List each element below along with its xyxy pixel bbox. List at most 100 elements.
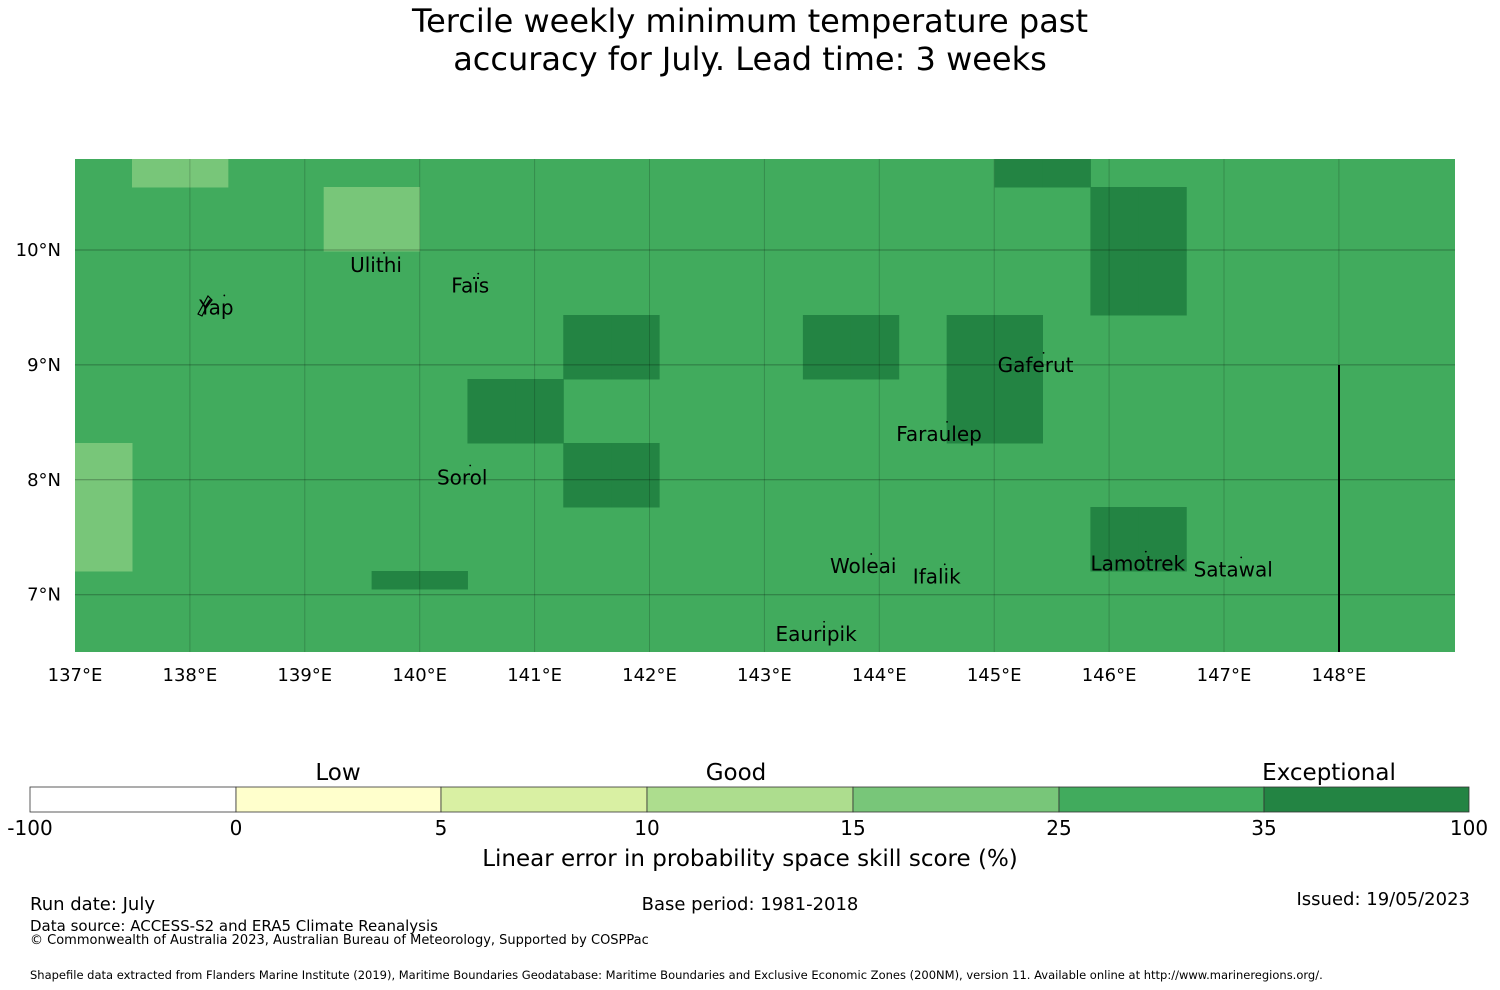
longitude-label: 137°E	[48, 665, 103, 686]
latitude-label: 7°N	[27, 585, 61, 606]
skill-cell	[1138, 187, 1187, 252]
place-label: Gaferut	[998, 353, 1074, 377]
longitude-label: 147°E	[1197, 665, 1252, 686]
longitude-label: 139°E	[277, 665, 332, 686]
run-date: Run date: July	[30, 894, 155, 915]
island-marker	[1042, 352, 1045, 354]
longitude-label: 144°E	[852, 665, 907, 686]
colorbar-segment	[1263, 786, 1470, 813]
island-marker	[870, 553, 873, 555]
map-background	[75, 159, 1455, 652]
copyright-notice: © Commonwealth of Australia 2023, Austra…	[30, 933, 649, 948]
colorbar-tick: 10	[634, 816, 660, 840]
skill-cell	[1138, 251, 1187, 316]
skill-cell	[611, 315, 660, 380]
graticule	[75, 159, 1455, 652]
longitude-label: 140°E	[392, 665, 447, 686]
skill-cell	[850, 315, 900, 380]
colorbar-axis-label: Linear error in probability space skill …	[482, 846, 1018, 872]
latitude-label: 9°N	[27, 355, 61, 376]
skill-cell	[419, 571, 468, 590]
longitude-label: 146°E	[1082, 665, 1137, 686]
colorbar-segment	[29, 786, 237, 813]
skill-cell	[994, 315, 1043, 380]
issued-date: Issued: 19/05/2023	[1296, 889, 1470, 910]
skill-cell	[1042, 159, 1091, 188]
skill-cell	[1090, 507, 1139, 572]
skill-cell	[179, 159, 229, 188]
place-label: Eauripik	[776, 622, 858, 646]
skill-cell	[563, 443, 612, 508]
skill-cell	[994, 159, 1043, 188]
skill-cell	[1090, 187, 1139, 252]
map-title-line-2: accuracy for July. Lead time: 3 weeks	[453, 40, 1047, 78]
island-marker	[223, 294, 226, 297]
island-marker	[943, 563, 946, 566]
island-marker	[946, 420, 948, 423]
island-marker	[383, 252, 385, 254]
colorbar-category-exceptional: Exceptional	[1262, 760, 1396, 786]
place-label: Ulithi	[350, 253, 402, 277]
colorbar-segment	[1058, 786, 1265, 813]
island-marker	[1144, 550, 1147, 553]
latitude-label: 10°N	[16, 240, 61, 261]
skill-cell	[802, 315, 852, 380]
longitude-label: 141°E	[507, 665, 562, 686]
island-marker	[469, 464, 472, 467]
colorbar-tick: -100	[7, 816, 53, 840]
data-source: Data source: ACCESS-S2 and ERA5 Climate …	[30, 917, 438, 935]
skill-cell	[132, 159, 181, 188]
skill-cell	[946, 315, 996, 380]
skill-cell	[994, 379, 1043, 444]
colorbar-segment	[440, 786, 648, 813]
place-label: Yap	[198, 295, 233, 319]
skill-cell	[1090, 251, 1139, 316]
skill-cell	[1138, 507, 1187, 572]
skill-cell	[467, 379, 516, 444]
map-axis-labels: 137°E 138°E 139°E 140°E 141°E 142°E 143°E 144°E…	[16, 240, 1367, 686]
shapefile-credit: Shapefile data extracted from Flanders M…	[30, 968, 1323, 982]
skill-cell	[371, 571, 421, 590]
colorbar-tick: 5	[434, 816, 448, 840]
skill-cell	[611, 443, 660, 508]
longitude-label: 145°E	[967, 665, 1022, 686]
island-markers	[197, 252, 1243, 623]
colorbar-tick: 25	[1046, 816, 1072, 840]
skill-cell	[946, 379, 996, 444]
place-label: Ifalik	[913, 564, 961, 588]
skill-cell	[75, 507, 133, 572]
map-title-line-1: Tercile weekly minimum temperature past	[411, 2, 1089, 40]
colorbar-tick: 15	[840, 816, 866, 840]
skill-cell	[75, 443, 133, 508]
place-labels: Ulithi Faïs Yap Gaferut Faraulep Sorol Woleai I…	[198, 253, 1273, 646]
colorbar-category-low: Low	[315, 760, 361, 786]
skill-cell	[371, 187, 421, 252]
colorbar-segment	[852, 786, 1060, 813]
place-label: Satawal	[1194, 557, 1273, 581]
skill-cell	[323, 187, 373, 252]
place-label: Faraulep	[896, 422, 982, 446]
longitude-label: 138°E	[163, 665, 218, 686]
place-label: Lamotrek	[1091, 552, 1186, 576]
island-marker	[823, 620, 826, 623]
latitude-label: 8°N	[27, 470, 61, 491]
island-marker	[1240, 556, 1243, 559]
colorbar-tick: 35	[1251, 816, 1277, 840]
skill-grid	[75, 159, 1455, 652]
colorbar	[29, 786, 1470, 813]
yap-island-shape	[197, 295, 213, 317]
colorbar-tick: 0	[229, 816, 243, 840]
colorbar-segment	[235, 786, 442, 813]
longitude-label: 143°E	[737, 665, 792, 686]
longitude-label: 142°E	[622, 665, 677, 686]
skill-cell	[563, 315, 612, 380]
colorbar-segment	[646, 786, 854, 813]
colorbar-category-good: Good	[705, 760, 767, 786]
colorbar-tick: 100	[1449, 816, 1489, 840]
island-marker	[477, 272, 480, 275]
place-label: Faïs	[451, 274, 489, 298]
base-period: Base period: 1981-2018	[641, 894, 859, 915]
skill-cell	[515, 379, 564, 444]
place-label: Sorol	[437, 466, 488, 490]
